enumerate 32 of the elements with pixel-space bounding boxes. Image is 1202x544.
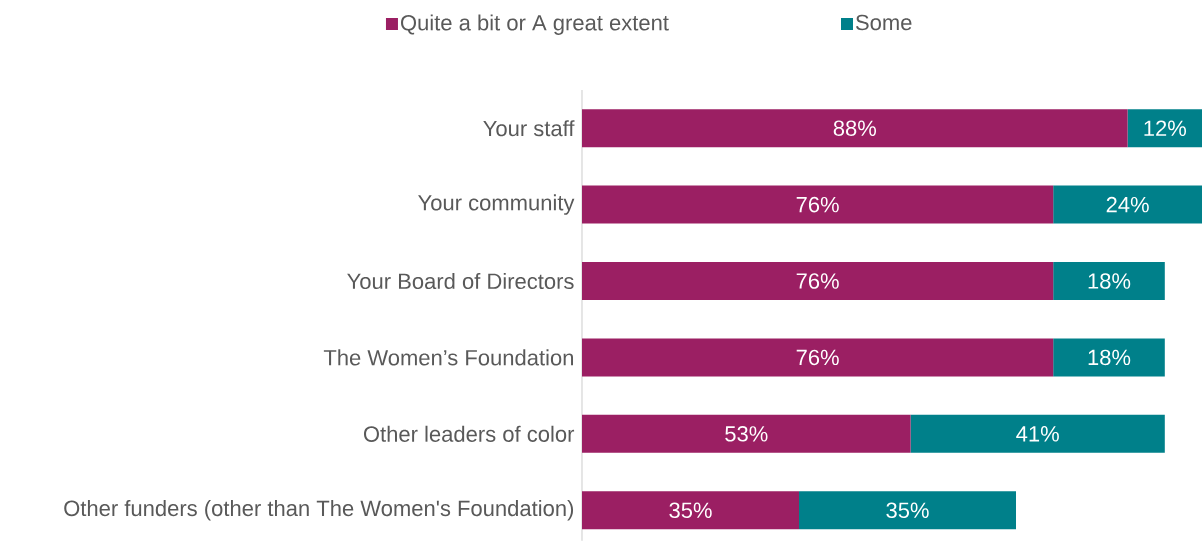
y-tick-label: The Women’s Foundation bbox=[323, 349, 574, 366]
data-label: 76% bbox=[796, 273, 839, 289]
bar bbox=[1127, 109, 1202, 148]
data-label: 88% bbox=[833, 120, 877, 136]
bar bbox=[799, 491, 1016, 530]
bar bbox=[582, 185, 1054, 224]
y-tick-label: Other funders (other than The Women's Foundation) bbox=[64, 499, 574, 521]
data-label: 18% bbox=[1088, 273, 1131, 289]
y-tick-label: Your community bbox=[418, 194, 575, 215]
data-label: 76% bbox=[796, 196, 839, 213]
bar bbox=[582, 414, 911, 453]
legend-label: Quite a bit or A great extent bbox=[401, 14, 669, 35]
bar bbox=[1053, 185, 1202, 224]
data-label: 53% bbox=[725, 426, 768, 442]
bar bbox=[910, 414, 1165, 453]
y-tick-label: Other leaders of color bbox=[363, 425, 575, 442]
data-label: 35% bbox=[886, 502, 929, 519]
bar bbox=[582, 338, 1054, 377]
data-label: 12% bbox=[1144, 120, 1187, 136]
y-tick-label: Your staff bbox=[483, 120, 575, 137]
data-label: 24% bbox=[1106, 196, 1149, 213]
legend-label: Some bbox=[855, 14, 912, 31]
data-label: 35% bbox=[669, 502, 712, 519]
data-label: 76% bbox=[796, 349, 839, 366]
bar bbox=[1053, 262, 1165, 301]
bar bbox=[1053, 338, 1165, 377]
y-tick-label: Your Board of Directors bbox=[347, 272, 574, 290]
bar bbox=[582, 109, 1128, 148]
data-label: 18% bbox=[1088, 349, 1131, 366]
data-label: 41% bbox=[1016, 426, 1059, 442]
bar bbox=[582, 491, 800, 530]
bar bbox=[582, 262, 1054, 301]
